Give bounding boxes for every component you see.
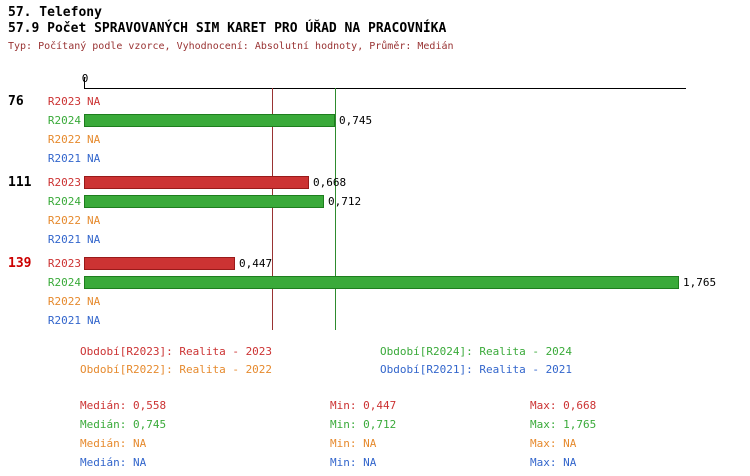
bar-r2024 xyxy=(84,276,679,289)
bar-value-label: 0,712 xyxy=(328,195,362,208)
period-label-r2023: R2023 xyxy=(47,95,81,108)
na-value-label: NA xyxy=(87,233,101,246)
na-value-label: NA xyxy=(87,214,101,227)
stat-median-r2022: Medián: NA xyxy=(80,437,147,450)
stat-min-r2023: Min: 0,447 xyxy=(330,399,397,412)
legend-item-r2023: Období[R2023]: Realita - 2023 xyxy=(80,345,273,358)
stat-min-r2022: Min: NA xyxy=(330,437,377,450)
group-label-111: 111 xyxy=(8,175,32,190)
period-label-r2024: R2024 xyxy=(47,114,81,127)
period-label-r2021: R2021 xyxy=(47,233,81,246)
legend-item-r2022: Období[R2022]: Realita - 2022 xyxy=(80,363,273,376)
axis-zero-label: 0 xyxy=(81,72,89,85)
na-value-label: NA xyxy=(87,95,101,108)
stat-median-r2024: Medián: 0,745 xyxy=(80,418,167,431)
na-value-label: NA xyxy=(87,295,101,308)
na-value-label: NA xyxy=(87,133,101,146)
bar-r2023 xyxy=(84,176,309,189)
legend-item-r2021: Období[R2021]: Realita - 2021 xyxy=(380,363,573,376)
bar-value-label: 0,745 xyxy=(339,114,373,127)
period-label-r2022: R2022 xyxy=(47,214,81,227)
stat-max-r2022: Max: NA xyxy=(530,437,577,450)
period-label-r2022: R2022 xyxy=(47,295,81,308)
median-line-r2023 xyxy=(272,88,273,330)
median-line-r2024 xyxy=(335,88,336,330)
group-label-139: 139 xyxy=(8,256,32,271)
legend-item-r2024: Období[R2024]: Realita - 2024 xyxy=(380,345,573,358)
period-label-r2024: R2024 xyxy=(47,276,81,289)
stat-median-r2021: Medián: NA xyxy=(80,456,147,469)
period-label-r2023: R2023 xyxy=(47,176,81,189)
stat-max-r2024: Max: 1,765 xyxy=(530,418,597,431)
chart-subtitle: Typ: Počítaný podle vzorce, Vyhodnocení:… xyxy=(8,41,454,52)
bar-r2024 xyxy=(84,195,324,208)
period-label-r2022: R2022 xyxy=(47,133,81,146)
period-label-r2023: R2023 xyxy=(47,257,81,270)
bar-value-label: 0,447 xyxy=(239,257,273,270)
bar-r2023 xyxy=(84,257,235,270)
axis-tick xyxy=(84,77,85,88)
period-label-r2024: R2024 xyxy=(47,195,81,208)
stat-max-r2023: Max: 0,668 xyxy=(530,399,597,412)
axis-line xyxy=(84,88,686,89)
stat-min-r2021: Min: NA xyxy=(330,456,377,469)
na-value-label: NA xyxy=(87,314,101,327)
stat-median-r2023: Medián: 0,558 xyxy=(80,399,167,412)
stat-max-r2021: Max: NA xyxy=(530,456,577,469)
na-value-label: NA xyxy=(87,152,101,165)
chart-title: 57.9 Počet SPRAVOVANÝCH SIM KARET PRO ÚŘ… xyxy=(8,21,447,36)
period-label-r2021: R2021 xyxy=(47,314,81,327)
bar-r2024 xyxy=(84,114,335,127)
bar-value-label: 1,765 xyxy=(683,276,717,289)
chart-category: 57. Telefony xyxy=(8,5,102,20)
stat-min-r2024: Min: 0,712 xyxy=(330,418,397,431)
period-label-r2021: R2021 xyxy=(47,152,81,165)
group-label-76: 76 xyxy=(8,94,24,109)
bar-value-label: 0,668 xyxy=(313,176,347,189)
